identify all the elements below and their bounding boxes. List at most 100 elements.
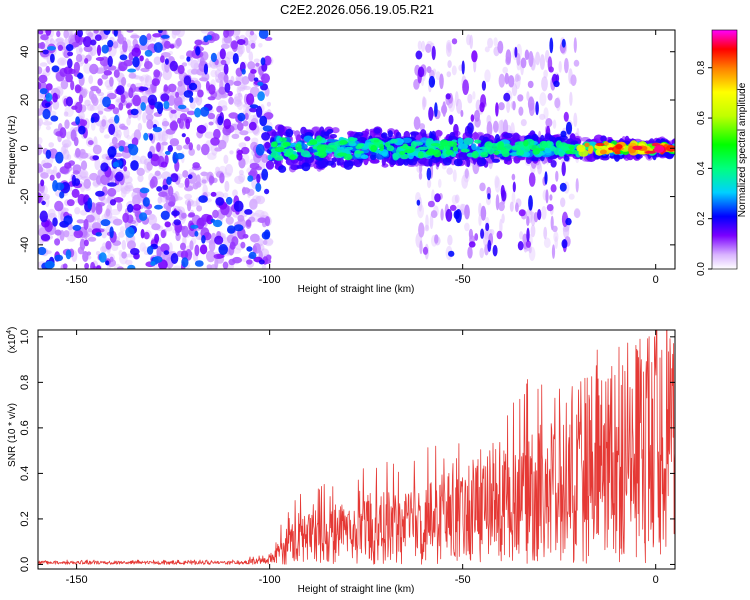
spectrogram-cell bbox=[44, 260, 55, 269]
spectrogram-cell bbox=[551, 244, 556, 259]
spectrogram-cell bbox=[573, 37, 577, 53]
spectrogram-cell bbox=[164, 58, 169, 65]
spectrogram-cell bbox=[112, 161, 119, 168]
spectrogram-cell bbox=[122, 212, 130, 223]
spectrogram-cell bbox=[494, 176, 501, 193]
spectrogram-cell bbox=[428, 158, 433, 167]
spectrogram-cell bbox=[229, 241, 236, 250]
spectrogram-cell bbox=[88, 75, 94, 85]
spectrogram-cell bbox=[387, 130, 393, 138]
spectrogram-cell bbox=[103, 70, 113, 76]
spectrogram-cell bbox=[75, 116, 80, 125]
spectrogram-cell bbox=[511, 191, 516, 204]
spectrogram-cell bbox=[207, 112, 216, 120]
y-tick-label: 0.6 bbox=[19, 420, 31, 435]
spectrogram-cell bbox=[60, 79, 69, 90]
snr-multiplier-close: ) bbox=[7, 327, 18, 330]
snr-multiplier-base: (x10 bbox=[7, 333, 18, 353]
spectrogram-cell bbox=[123, 169, 131, 179]
spectrogram-cell bbox=[51, 65, 60, 73]
colorbar-tick-label: 0.4 bbox=[696, 161, 707, 175]
spectrogram-cell bbox=[537, 209, 542, 221]
spectrogram-cell bbox=[107, 146, 117, 158]
spectrogram-cell bbox=[317, 159, 327, 169]
spectrogram-cell bbox=[531, 157, 539, 162]
snr-x-ticks: -150 -100 -50 0 bbox=[66, 330, 659, 586]
spectrogram-cell bbox=[216, 253, 225, 259]
spectrogram-cell bbox=[79, 238, 86, 251]
spectrogram-cell bbox=[41, 200, 46, 206]
spectrogram-cell bbox=[48, 142, 54, 148]
spectrogram-cell bbox=[198, 195, 208, 203]
spectrogram-cell bbox=[246, 259, 253, 265]
spectrogram-cell bbox=[336, 160, 341, 166]
snr-frame bbox=[37, 329, 676, 570]
spectrogram-cell bbox=[271, 131, 277, 137]
spectrogram-cell bbox=[184, 193, 193, 200]
spectrogram-cell bbox=[87, 228, 93, 233]
spectrogram-cell bbox=[153, 56, 162, 65]
spectrogram-cell bbox=[265, 160, 275, 170]
spectrogram-cell bbox=[92, 144, 102, 155]
spectrogram-cell bbox=[235, 74, 244, 82]
spectrogram-cell bbox=[101, 119, 107, 127]
spectrogram-cell bbox=[185, 136, 191, 145]
spectrogram-cell bbox=[290, 164, 299, 171]
spectrogram-cell bbox=[300, 126, 307, 135]
spectrogram-cell bbox=[535, 51, 541, 66]
spectrogram-cell bbox=[92, 155, 99, 161]
spectrogram-cell bbox=[238, 169, 244, 176]
spectrogram-cell bbox=[555, 140, 563, 149]
spectrogram-cell bbox=[101, 44, 109, 54]
spectrogram-cell bbox=[161, 130, 168, 142]
spectrogram-cell bbox=[242, 234, 249, 239]
spectrogram-cell bbox=[53, 165, 58, 176]
spectrogram-cell bbox=[189, 101, 196, 109]
spectrogram-cell bbox=[90, 93, 98, 104]
spectrogram-cell bbox=[73, 178, 81, 187]
spectrogram-cell bbox=[480, 205, 487, 221]
colorbar: 0.0 0.2 0.4 0.6 0.8 Normalized spectral ampl… bbox=[696, 29, 748, 276]
spectrogram-cell bbox=[45, 30, 52, 36]
snr-y-axis-label: SNR (10 * v/v) bbox=[7, 403, 18, 467]
spectrogram-cell bbox=[156, 142, 161, 153]
spectrogram-cell bbox=[434, 102, 438, 117]
snr-y-ticks: 0.0 0.2 0.4 0.6 0.8 1.0 bbox=[19, 329, 675, 572]
spectrogram-cell bbox=[345, 146, 354, 151]
spectrogram-cell bbox=[653, 145, 665, 154]
spectrogram-cell bbox=[527, 80, 534, 89]
spectrogram-cell bbox=[545, 189, 549, 204]
spectrogram-cell bbox=[234, 99, 242, 107]
spectrogram-cell bbox=[422, 246, 429, 255]
spectrogram-cell bbox=[63, 66, 73, 75]
spectrogram-cell bbox=[257, 217, 267, 223]
spectrogram-cell bbox=[80, 209, 88, 216]
spectrogram-cell bbox=[401, 137, 412, 143]
spectrogram-cell bbox=[425, 43, 432, 53]
spectrogram-cell bbox=[88, 236, 97, 242]
spectrogram-cell bbox=[114, 114, 120, 124]
spectrogram-cell bbox=[223, 154, 229, 164]
spectrogram-cell bbox=[418, 171, 423, 180]
spectrogram-cell bbox=[38, 118, 44, 127]
spectrogram-cell bbox=[448, 250, 455, 257]
spectrogram-cell bbox=[134, 82, 143, 88]
spectrogram-cell bbox=[493, 120, 499, 133]
spectrogram-cell bbox=[152, 33, 162, 38]
spectrogram-cell bbox=[502, 119, 509, 135]
spectrogram-cell bbox=[558, 151, 565, 157]
spectrogram-cell bbox=[471, 50, 478, 63]
spectrogram-cell bbox=[49, 174, 55, 181]
spectrogram-cell bbox=[260, 57, 266, 66]
colorbar-tick-label: 0.8 bbox=[696, 60, 707, 74]
spectrogram-cell bbox=[233, 80, 242, 87]
spectrogram-cell bbox=[199, 244, 208, 255]
spectrogram-cell bbox=[64, 38, 69, 45]
spectrogram-cell bbox=[600, 135, 607, 142]
spectrogram-cell bbox=[38, 81, 42, 90]
spectrogram-cell bbox=[130, 160, 139, 171]
spectrogram-cell bbox=[554, 147, 560, 156]
spectrogram-cell bbox=[127, 264, 136, 269]
spectrogram-cell bbox=[38, 66, 43, 75]
spectrogram-cell bbox=[190, 224, 199, 229]
